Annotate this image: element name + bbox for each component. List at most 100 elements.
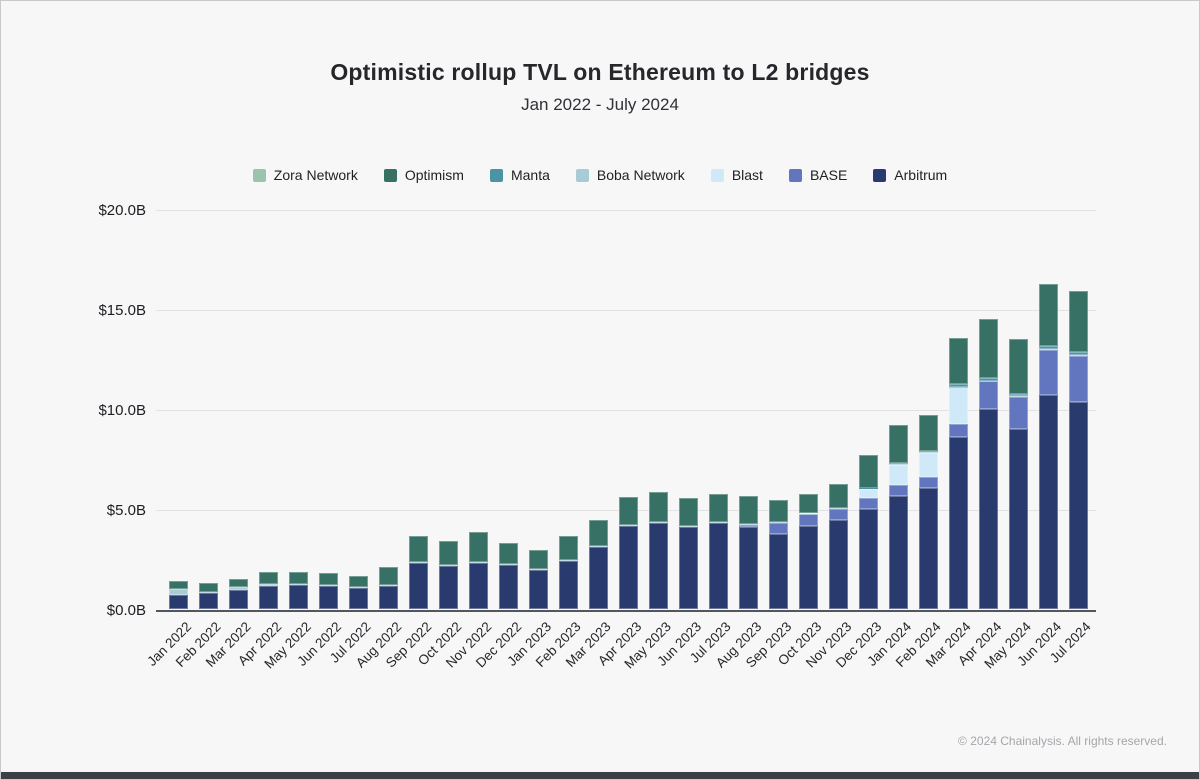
gridline-10b: [156, 410, 1096, 411]
bar-sep-2023: [769, 500, 788, 609]
bar-may-2023: [649, 492, 668, 609]
bar-segment-arbitrum: [709, 523, 728, 609]
bar-segment-optimism: [499, 543, 518, 565]
copyright-text: © 2024 Chainalysis. All rights reserved.: [958, 734, 1167, 748]
bar-segment-arbitrum: [529, 569, 548, 609]
legend-label: Arbitrum: [894, 167, 948, 183]
bar-segment-arbitrum: [1039, 395, 1058, 609]
bar-segment-arbitrum: [379, 585, 398, 609]
y-axis-tick-label: $5.0B: [106, 502, 146, 519]
bar-segment-arbitrum: [979, 409, 998, 609]
bar-segment-optimism: [589, 519, 608, 547]
bar-segment-arbitrum: [799, 526, 818, 609]
bar-segment-optimism: [829, 483, 848, 508]
bar-segment-boba-network: [949, 386, 968, 388]
bar-segment-arbitrum: [949, 437, 968, 609]
legend-swatch-optimism: [383, 168, 397, 182]
bar-oct-2023: [799, 494, 818, 609]
bar-segment-boba-network: [229, 587, 248, 591]
bar-aug-2022: [379, 567, 398, 609]
legend-label: Manta: [510, 167, 550, 183]
bar-segment-optimism: [259, 571, 278, 585]
bar-segment-base: [859, 498, 878, 509]
bar-jul-2024: [1069, 291, 1088, 609]
bar-segment-optimism: [799, 494, 818, 514]
bar-segment-arbitrum: [469, 563, 488, 609]
bar-segment-boba-network: [379, 584, 398, 586]
bar-feb-2024: [919, 414, 938, 609]
legend-item-optimism[interactable]: Optimism: [383, 167, 464, 183]
bar-segment-base: [889, 484, 908, 496]
bar-segment-manta: [859, 487, 878, 489]
bar-nov-2023: [829, 483, 848, 609]
bar-segment-manta: [1069, 352, 1088, 356]
bar-segment-blast: [919, 453, 938, 478]
bar-segment-optimism: [229, 579, 248, 588]
bar-segment-arbitrum: [319, 585, 338, 609]
bar-segment-arbitrum: [649, 523, 668, 609]
legend: Zora Network Optimism Manta Boba Network Bla…: [1, 167, 1199, 183]
bar-feb-2023: [559, 536, 578, 609]
bar-segment-manta: [889, 462, 908, 464]
legend-item-boba-network[interactable]: Boba Network: [575, 167, 685, 183]
bar-segment-optimism: [1069, 291, 1088, 353]
bar-segment-arbitrum: [679, 527, 698, 609]
bar-segment-base: [799, 514, 818, 526]
bar-mar-2024: [949, 337, 968, 609]
bar-segment-manta: [1009, 394, 1028, 397]
bar-dec-2022: [499, 543, 518, 609]
legend-swatch-manta: [489, 168, 503, 182]
bar-segment-blast: [889, 464, 908, 485]
bar-nov-2022: [469, 532, 488, 609]
bar-jul-2022: [349, 575, 368, 609]
legend-label: Zora Network: [273, 167, 358, 183]
legend-item-blast[interactable]: Blast: [710, 167, 763, 183]
bar-segment-manta: [919, 450, 938, 453]
bar-segment-arbitrum: [229, 590, 248, 609]
bar-segment-base: [769, 523, 788, 534]
bar-segment-boba-network: [169, 588, 188, 596]
bar-jan-2022: [169, 581, 188, 609]
bar-segment-boba-network: [619, 525, 638, 527]
bar-aug-2023: [739, 495, 758, 609]
bar-segment-base: [1069, 356, 1088, 402]
legend-swatch-blast: [710, 168, 724, 182]
bar-segment-arbitrum: [289, 585, 308, 609]
bar-segment-manta: [1039, 346, 1058, 350]
bar-segment-boba-network: [289, 584, 308, 585]
legend-item-zora-network[interactable]: Zora Network: [252, 167, 358, 183]
bar-jun-2022: [319, 572, 338, 609]
bar-jun-2024: [1039, 284, 1058, 609]
bar-segment-boba-network: [979, 380, 998, 382]
legend-item-arbitrum[interactable]: Arbitrum: [873, 167, 947, 183]
bar-segment-base: [919, 477, 938, 488]
bar-segment-base: [739, 524, 758, 527]
x-axis-line: [156, 610, 1096, 612]
bar-segment-optimism: [169, 581, 188, 589]
bar-jan-2024: [889, 425, 908, 609]
bar-segment-boba-network: [349, 587, 368, 588]
bar-segment-optimism: [769, 500, 788, 522]
bar-sep-2022: [409, 536, 428, 609]
bar-segment-boba-network: [829, 508, 848, 509]
bar-segment-blast: [949, 387, 968, 425]
bar-segment-optimism: [319, 572, 338, 585]
bar-segment-boba-network: [319, 584, 338, 586]
bar-segment-base: [1039, 350, 1058, 395]
bar-segment-optimism: [289, 571, 308, 584]
y-axis-tick-label: $20.0B: [98, 202, 146, 219]
legend-item-manta[interactable]: Manta: [489, 167, 550, 183]
bar-mar-2022: [229, 579, 248, 609]
bar-segment-boba-network: [799, 513, 818, 515]
bar-segment-optimism: [739, 495, 758, 524]
legend-item-base[interactable]: BASE: [788, 167, 847, 183]
bar-segment-arbitrum: [769, 534, 788, 609]
bar-segment-base: [979, 381, 998, 409]
bar-segment-boba-network: [859, 488, 878, 489]
bar-segment-boba-network: [709, 522, 728, 523]
legend-swatch-zora-network: [252, 168, 266, 182]
bar-segment-arbitrum: [349, 588, 368, 609]
bar-jun-2023: [679, 497, 698, 609]
y-axis-tick-label: $15.0B: [98, 302, 146, 319]
